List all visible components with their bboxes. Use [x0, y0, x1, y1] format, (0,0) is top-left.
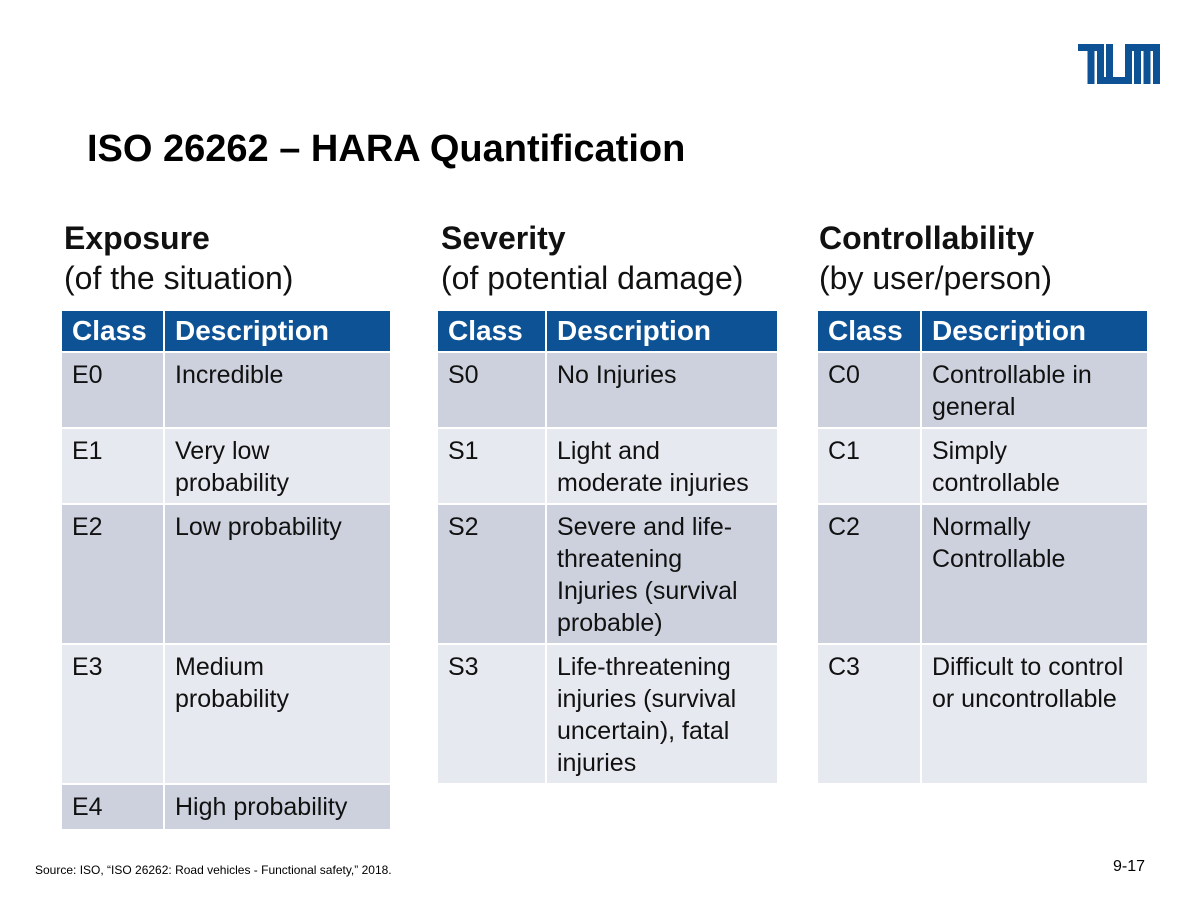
class-cell: S1	[438, 427, 547, 503]
class-cell: E0	[62, 351, 165, 427]
table-row: C1 Simply controllable	[818, 427, 1147, 503]
description-cell: Low probability	[165, 503, 390, 643]
severity-table: Class Description S0 No Injuries S1 Ligh…	[438, 311, 777, 783]
description-cell: Life-threatening injuries (survival unce…	[547, 643, 777, 783]
exposure-description-header: Description	[165, 311, 390, 351]
table-row: S0 No Injuries	[438, 351, 777, 427]
slide-title: ISO 26262 – HARA Quantification	[87, 128, 686, 170]
severity-heading: Severity	[441, 220, 566, 256]
description-cell: Normally Controllable	[922, 503, 1147, 643]
description-cell: Difficult to control or uncontrollable	[922, 643, 1147, 783]
table-row: C2 Normally Controllable	[818, 503, 1147, 643]
table-row: S2 Severe and life-threatening Injuries …	[438, 503, 777, 643]
tum-logo	[1078, 44, 1160, 84]
controllability-subheading: (by user/person)	[819, 260, 1052, 296]
class-cell: C2	[818, 503, 922, 643]
description-cell: No Injuries	[547, 351, 777, 427]
exposure-class-header: Class	[62, 311, 165, 351]
class-cell: E4	[62, 783, 165, 829]
description-cell: Medium probability	[165, 643, 390, 783]
table-row: C3 Difficult to control or uncontrollabl…	[818, 643, 1147, 783]
class-cell: C0	[818, 351, 922, 427]
table-row: S3 Life-threatening injuries (survival u…	[438, 643, 777, 783]
class-cell: E2	[62, 503, 165, 643]
controllability-heading-block: Controllability (by user/person)	[819, 218, 1052, 298]
description-cell: High probability	[165, 783, 390, 829]
description-cell: Severe and life-threatening Injuries (su…	[547, 503, 777, 643]
page-number: 9-17	[1113, 858, 1146, 875]
severity-description-header: Description	[547, 311, 777, 351]
table-row: E1 Very low probability	[62, 427, 390, 503]
description-cell: Light and moderate injuries	[547, 427, 777, 503]
severity-heading-block: Severity (of potential damage)	[441, 218, 743, 298]
class-cell: S3	[438, 643, 547, 783]
class-cell: S2	[438, 503, 547, 643]
severity-class-header: Class	[438, 311, 547, 351]
description-cell: Very low probability	[165, 427, 390, 503]
description-cell: Simply controllable	[922, 427, 1147, 503]
controllability-heading: Controllability	[819, 220, 1035, 256]
table-row: C0 Controllable in general	[818, 351, 1147, 427]
controllability-class-header: Class	[818, 311, 922, 351]
table-row: E0 Incredible	[62, 351, 390, 427]
class-cell: E1	[62, 427, 165, 503]
description-cell: Incredible	[165, 351, 390, 427]
table-row: E4 High probability	[62, 783, 390, 829]
class-cell: C1	[818, 427, 922, 503]
class-cell: E3	[62, 643, 165, 783]
exposure-heading: Exposure	[64, 220, 210, 256]
controllability-description-header: Description	[922, 311, 1147, 351]
table-row: E2 Low probability	[62, 503, 390, 643]
controllability-table: Class Description C0 Controllable in gen…	[818, 311, 1147, 783]
source-citation: Source: ISO, “ISO 26262: Road vehicles -…	[35, 863, 392, 877]
exposure-heading-block: Exposure (of the situation)	[64, 218, 293, 298]
exposure-subheading: (of the situation)	[64, 260, 294, 296]
class-cell: S0	[438, 351, 547, 427]
class-cell: C3	[818, 643, 922, 783]
table-row: E3 Medium probability	[62, 643, 390, 783]
table-row: S1 Light and moderate injuries	[438, 427, 777, 503]
description-cell: Controllable in general	[922, 351, 1147, 427]
severity-subheading: (of potential damage)	[441, 260, 744, 296]
exposure-table: Class Description E0 Incredible E1 Very …	[62, 311, 390, 829]
